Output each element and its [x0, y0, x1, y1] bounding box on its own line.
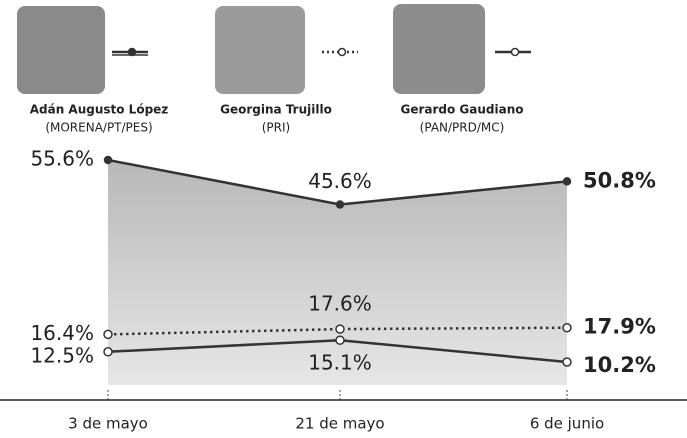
legend-party: (MORENA/PT/PES) [45, 121, 152, 135]
point [562, 322, 572, 333]
legend-marker [337, 47, 347, 57]
photo [17, 6, 105, 94]
point [562, 357, 572, 367]
legend-name: Adán Augusto López [30, 103, 169, 117]
data-label: 45.6% [308, 169, 372, 193]
point [335, 200, 345, 209]
legend-name: Georgina Trujillo [220, 103, 332, 117]
data-label: 55.6% [30, 147, 94, 171]
x-tick-label: 3 de mayo [68, 415, 148, 433]
legend-party: (PRI) [262, 121, 290, 135]
legend-party: (PAN/PRD/MC) [420, 121, 505, 135]
data-label: 16.4% [30, 321, 94, 345]
legend-marker [510, 47, 520, 57]
photo [393, 4, 485, 94]
photo [215, 6, 305, 94]
legend-name: Gerardo Gaudiano [400, 103, 523, 117]
data-label: 15.1% [308, 351, 372, 375]
data-label: 17.9% [583, 315, 656, 339]
legend-marker [127, 47, 137, 57]
point [103, 347, 113, 357]
data-label: 12.5% [30, 343, 94, 367]
data-label: 10.2% [583, 353, 656, 377]
point [103, 155, 113, 165]
x-tick-label: 21 de mayo [295, 415, 384, 433]
x-tick-label: 6 de junio [530, 415, 604, 433]
point [103, 329, 113, 340]
data-label: 50.8% [583, 168, 656, 192]
point [335, 324, 345, 334]
data-label: 17.6% [308, 292, 372, 316]
point [335, 335, 345, 345]
point [562, 177, 572, 186]
